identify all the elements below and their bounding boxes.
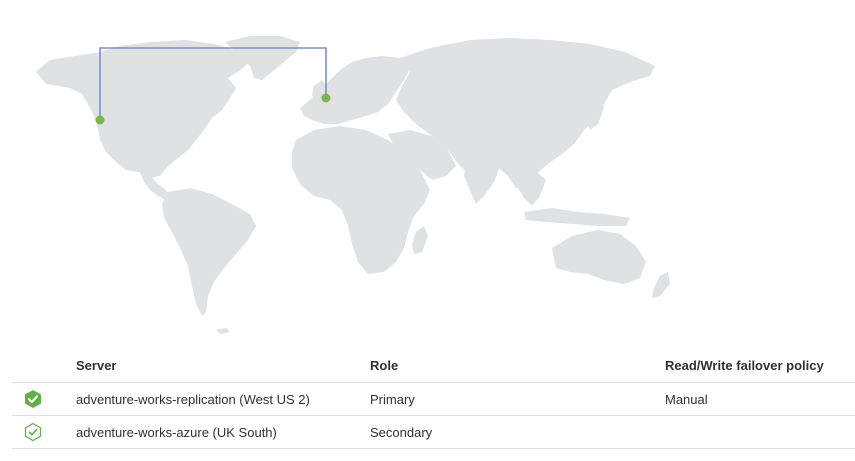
landmass-greenland — [225, 36, 300, 80]
filled-check-hexagon-icon — [22, 383, 44, 415]
server-name-cell: adventure-works-azure (UK South) — [76, 424, 277, 440]
landmass-small-island — [216, 328, 230, 334]
failover-group-grid: Server Role Read/Write failover policy a… — [12, 349, 855, 449]
table-row[interactable]: adventure-works-replication (West US 2) … — [12, 383, 855, 416]
role-cell: Secondary — [370, 424, 433, 440]
landmass-madagascar — [412, 226, 428, 254]
column-header-policy[interactable]: Read/Write failover policy — [665, 358, 824, 373]
landmass-indonesia — [524, 208, 630, 226]
landmass-africa — [292, 126, 430, 274]
landmass-asia — [396, 38, 655, 188]
outline-check-hexagon-icon — [22, 416, 44, 448]
policy-cell: Manual — [665, 391, 708, 407]
landmass-europe — [300, 56, 412, 124]
replication-link-line — [99, 47, 327, 120]
region-pin-uk-south[interactable] — [321, 93, 331, 103]
world-map-svg — [36, 36, 670, 334]
landmass-middle-east — [388, 130, 456, 180]
landmass-south-america — [162, 188, 256, 316]
landmass-india — [464, 156, 500, 204]
landmass-new-zealand — [652, 272, 670, 298]
region-pin-west-us-2[interactable] — [95, 115, 105, 125]
landmass-central-america — [140, 172, 172, 200]
world-map — [36, 36, 670, 334]
landmass-southeast-asia — [518, 170, 546, 206]
landmass-australia — [552, 230, 646, 284]
landmass-north-america — [36, 40, 250, 178]
server-name-cell: adventure-works-replication (West US 2) — [76, 391, 310, 407]
role-cell: Primary — [370, 391, 415, 407]
column-header-role[interactable]: Role — [370, 358, 399, 373]
grid-header-row: Server Role Read/Write failover policy — [12, 349, 855, 383]
landmass-japan — [586, 96, 604, 130]
table-row[interactable]: adventure-works-azure (UK South) Seconda… — [12, 416, 855, 449]
column-header-server[interactable]: Server — [76, 358, 117, 373]
